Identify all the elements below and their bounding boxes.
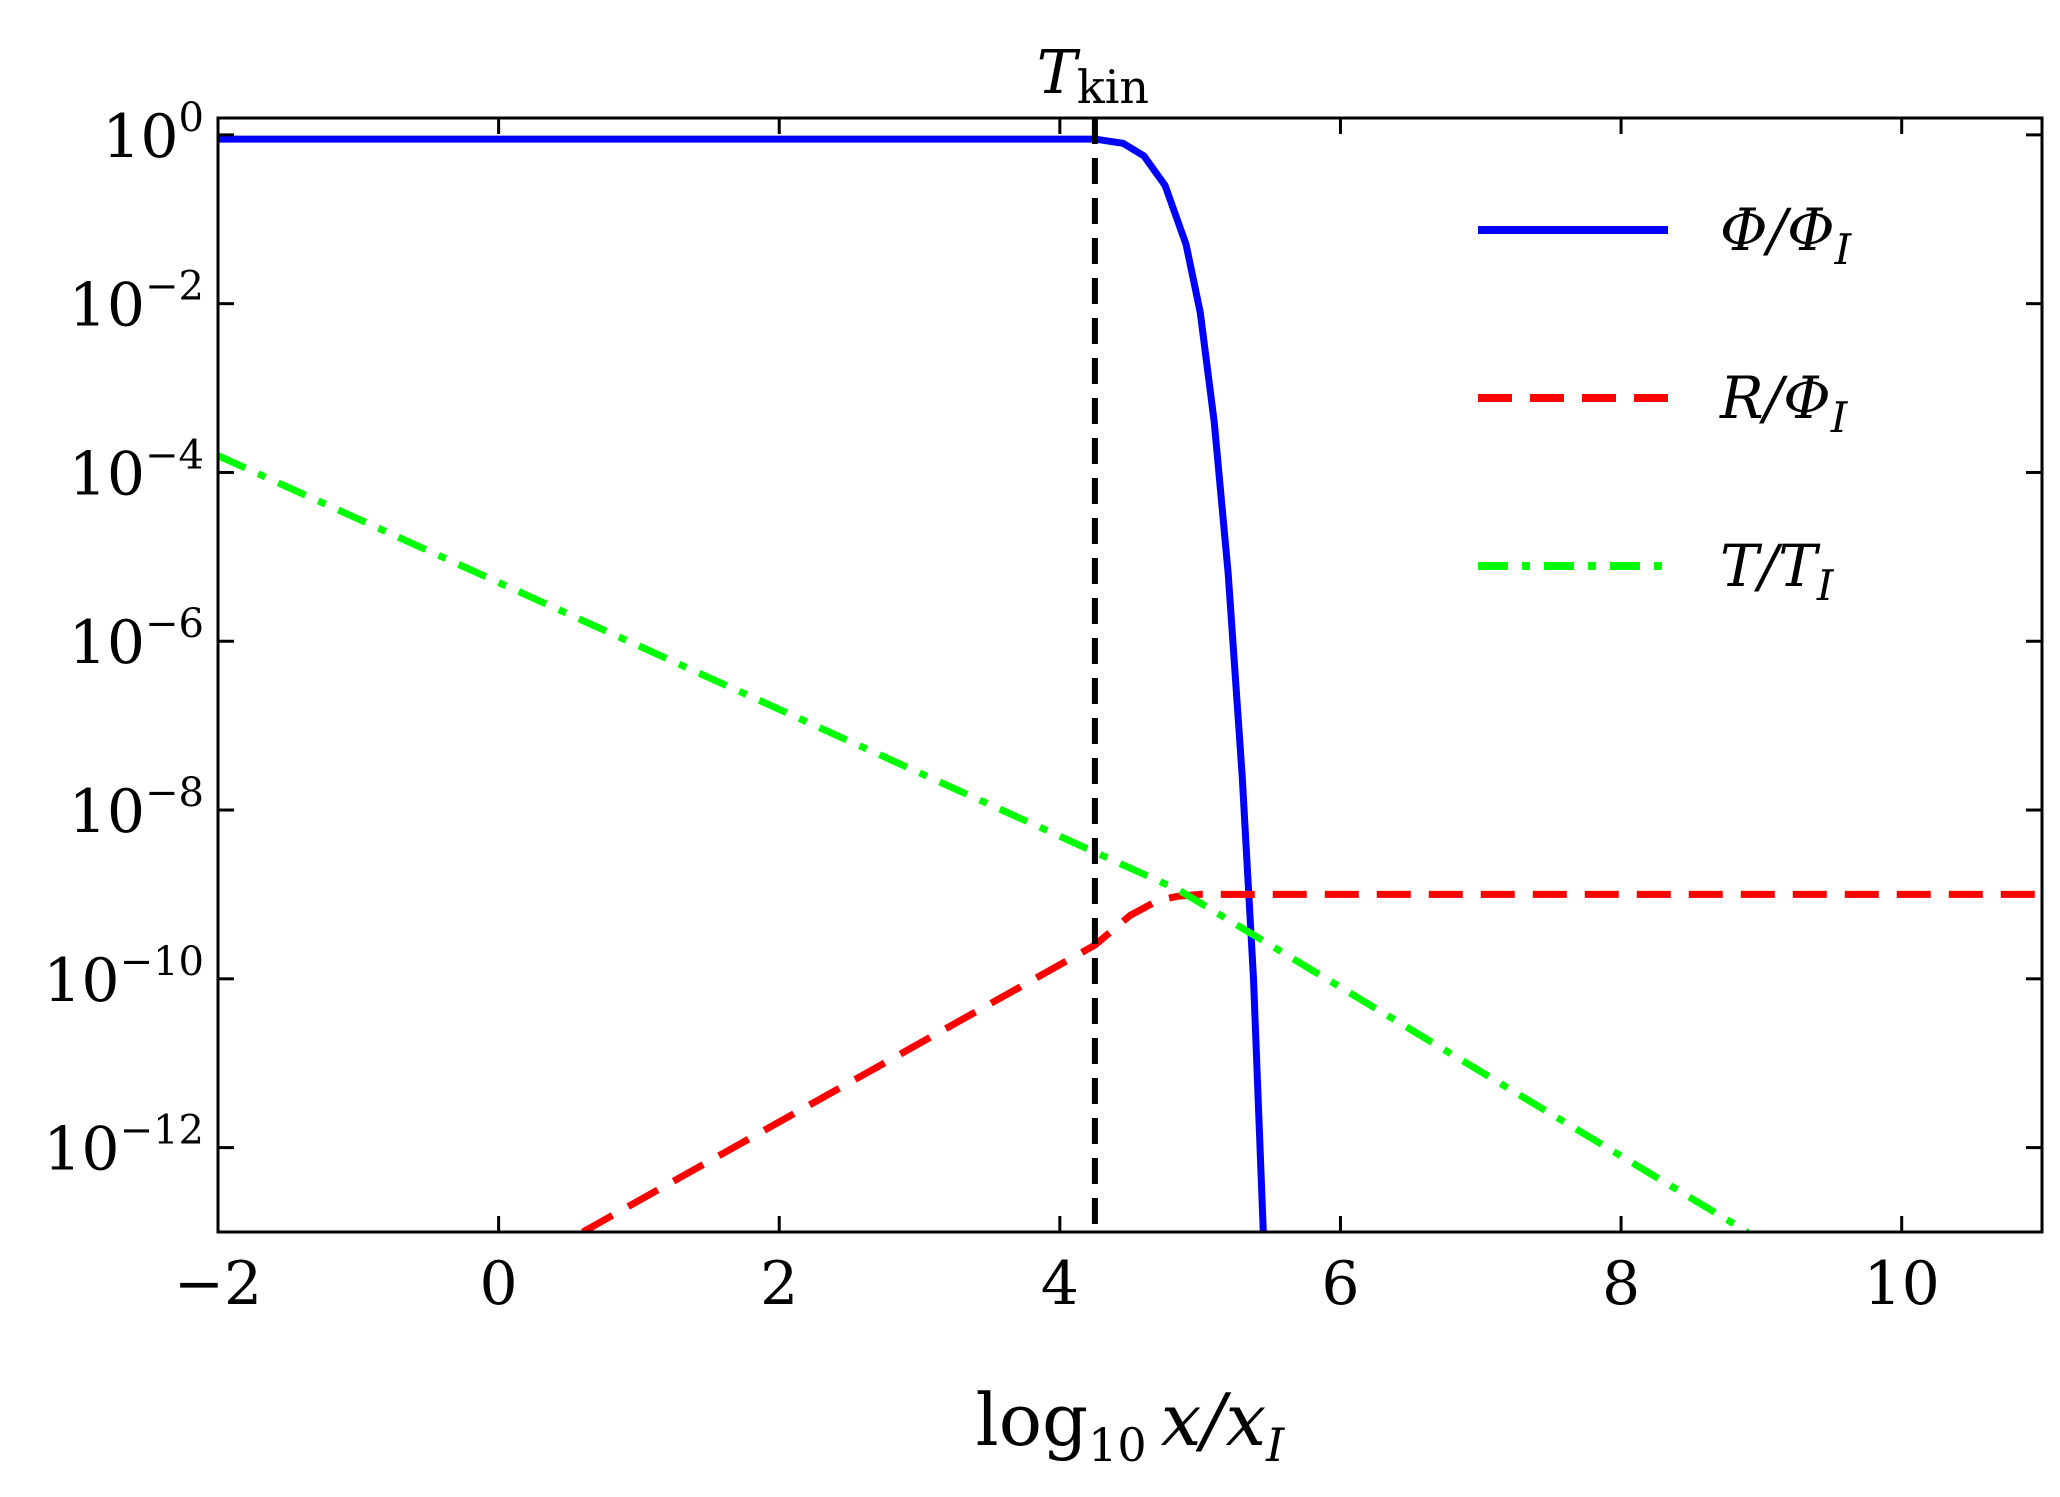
y-tick-label: 10−10	[43, 939, 204, 1016]
y-tick-label-exp: −12	[120, 1108, 204, 1154]
y-tick-label-exp: −8	[145, 770, 204, 816]
legend-label-2: R/ΦI	[1719, 364, 1849, 442]
x-tick-label: 8	[1602, 1249, 1640, 1319]
vline-label-main: T	[1037, 38, 1081, 108]
series-layer	[218, 135, 2042, 1232]
y-tick-label-exp: −4	[145, 432, 204, 478]
y-tick-label: 10−6	[69, 601, 204, 678]
y-tick-label-base: 10	[43, 946, 119, 1016]
series-line-2	[581, 890, 2042, 1232]
legend-label-sub: I	[1834, 225, 1853, 274]
legend-label-main: R/Φ	[1719, 364, 1831, 432]
y-tick-label-exp: −2	[145, 264, 204, 310]
y-tick-label: 10−12	[43, 1108, 204, 1185]
plot-frame	[216, 116, 2044, 1234]
x-axis-label-sub: 10	[1088, 1418, 1147, 1472]
vline-label-sub: kin	[1077, 60, 1149, 114]
y-tick-label-exp: 0	[179, 95, 204, 141]
x-axis-label-var-sub: I	[1265, 1418, 1285, 1472]
legend-label-main: Φ/Φ	[1720, 196, 1835, 264]
x-tick-label: 2	[760, 1249, 798, 1319]
series-line-3	[218, 452, 1750, 1232]
legend-label-main: T/T	[1720, 532, 1821, 600]
x-tick-label: 4	[1041, 1249, 1079, 1319]
x-axis-label-var: x/x	[1161, 1378, 1266, 1462]
y-tick-label-base: 10	[69, 777, 145, 847]
x-tick-label: −2	[174, 1249, 262, 1319]
y-tick-label-exp: −6	[145, 601, 204, 647]
vline-label-text: Tkin	[1037, 38, 1149, 114]
vline-label: Tkin	[1037, 38, 1149, 114]
legend-label-sub: I	[1816, 561, 1835, 610]
y-tick-label: 10−2	[69, 264, 204, 341]
y-tick-label-base: 10	[69, 439, 145, 509]
y-tick-label-base: 10	[102, 102, 178, 172]
legend-label-3: T/TI	[1720, 532, 1835, 610]
x-tick-label: 10	[1864, 1249, 1940, 1319]
x-axis-label-log: log	[976, 1378, 1088, 1462]
y-tick-label: 100	[102, 95, 204, 172]
legend-label-1: Φ/ΦI	[1720, 196, 1853, 274]
y-tick-label: 10−8	[69, 770, 204, 847]
y-tick-label-base: 10	[69, 608, 145, 678]
legend: Φ/ΦIR/ΦIT/TI	[1478, 196, 1853, 610]
series-line-1	[218, 135, 1267, 1232]
y-tick-label-base: 10	[43, 1115, 119, 1185]
legend-label-sub: I	[1830, 393, 1849, 442]
x-axis-label: log10 x/xI	[976, 1378, 1285, 1472]
y-tick-label-base: 10	[69, 271, 145, 341]
ticks-layer	[216, 118, 2042, 1232]
y-tick-label: 10−4	[69, 432, 204, 509]
x-tick-label: 6	[1321, 1249, 1359, 1319]
x-tick-label: 0	[480, 1249, 518, 1319]
y-tick-label-exp: −10	[120, 939, 204, 985]
